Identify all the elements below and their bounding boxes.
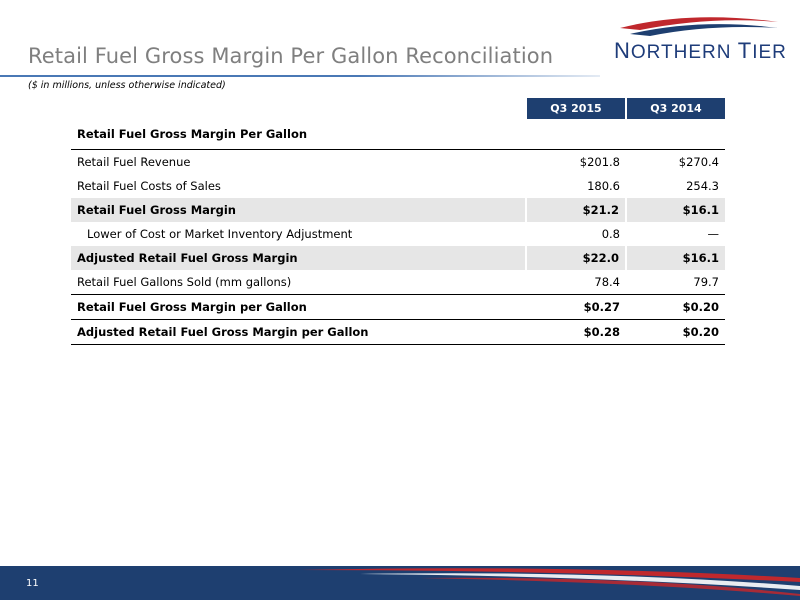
cell-q3-2015: 180.6 [587, 179, 620, 193]
table-row: Retail Fuel Revenue $201.8 $270.4 [71, 150, 725, 175]
cell-q3-2015: $22.0 [525, 246, 626, 270]
footer-swoosh-icon [300, 568, 800, 596]
logo-word-orthern: ORTHERN [630, 42, 732, 63]
row-label: Retail Fuel Gross Margin per Gallon [71, 294, 526, 320]
cell-q3-2014: $0.20 [626, 294, 725, 320]
page-title: Retail Fuel Gross Margin Per Gallon Reco… [28, 44, 554, 68]
logo-initial-t: T [737, 38, 753, 63]
cell-q3-2015: $201.8 [579, 155, 620, 169]
row-label: Lower of Cost or Market Inventory Adjust… [87, 227, 353, 241]
cell-q3-2015: $0.28 [526, 319, 626, 345]
northern-tier-logo-swoosh-icon [620, 17, 778, 36]
cell-q3-2015: 78.4 [526, 270, 626, 295]
row-label: Retail Fuel Gallons Sold (mm gallons) [71, 270, 526, 295]
logo-word-ier: IER [752, 42, 787, 63]
column-header-q3-2014: Q3 2014 [625, 98, 725, 119]
page-number: 11 [26, 578, 39, 589]
cell-q3-2014: — [707, 227, 720, 241]
cell-q3-2014: $16.1 [625, 198, 725, 222]
cell-q3-2015: $0.27 [526, 294, 626, 320]
title-divider [0, 75, 600, 77]
northern-tier-logo: NORTHERN TIER [614, 38, 787, 64]
cell-q3-2014: $16.1 [625, 246, 725, 270]
table-section-title-row: Retail Fuel Gross Margin Per Gallon [71, 119, 725, 150]
footer-bar [0, 566, 800, 600]
cell-q3-2015: 0.8 [601, 227, 620, 241]
row-label: Adjusted Retail Fuel Gross Margin per Ga… [71, 319, 526, 345]
table-row: Retail Fuel Gross Margin per Gallon $0.2… [71, 294, 725, 320]
table-header-row: Q3 2015 Q3 2014 [71, 98, 725, 119]
units-note: ($ in millions, unless otherwise indicat… [28, 80, 226, 91]
table-row: Adjusted Retail Fuel Gross Margin per Ga… [71, 319, 725, 345]
table-row: Adjusted Retail Fuel Gross Margin $22.0 … [71, 246, 725, 270]
logo-initial-n: N [614, 38, 631, 63]
cell-q3-2015: $21.2 [525, 198, 626, 222]
table-row: Retail Fuel Gallons Sold (mm gallons) 78… [71, 270, 725, 295]
row-label: Retail Fuel Costs of Sales [77, 179, 221, 193]
section-title: Retail Fuel Gross Margin Per Gallon [71, 119, 526, 150]
table-row: Retail Fuel Costs of Sales 180.6 254.3 [71, 174, 725, 198]
cell-q3-2014: 254.3 [686, 179, 719, 193]
row-label: Retail Fuel Gross Margin [71, 198, 526, 222]
cell-q3-2014: 79.7 [626, 270, 725, 295]
reconciliation-table: Q3 2015 Q3 2014 Retail Fuel Gross Margin… [71, 98, 725, 345]
cell-q3-2014: $0.20 [626, 319, 725, 345]
table-row: Retail Fuel Gross Margin $21.2 $16.1 [71, 198, 725, 222]
cell-q3-2014: $270.4 [678, 155, 719, 169]
table-row: Lower of Cost or Market Inventory Adjust… [71, 222, 725, 246]
row-label: Retail Fuel Revenue [77, 155, 191, 169]
column-header-q3-2015: Q3 2015 [525, 98, 626, 119]
row-label: Adjusted Retail Fuel Gross Margin [71, 246, 526, 270]
